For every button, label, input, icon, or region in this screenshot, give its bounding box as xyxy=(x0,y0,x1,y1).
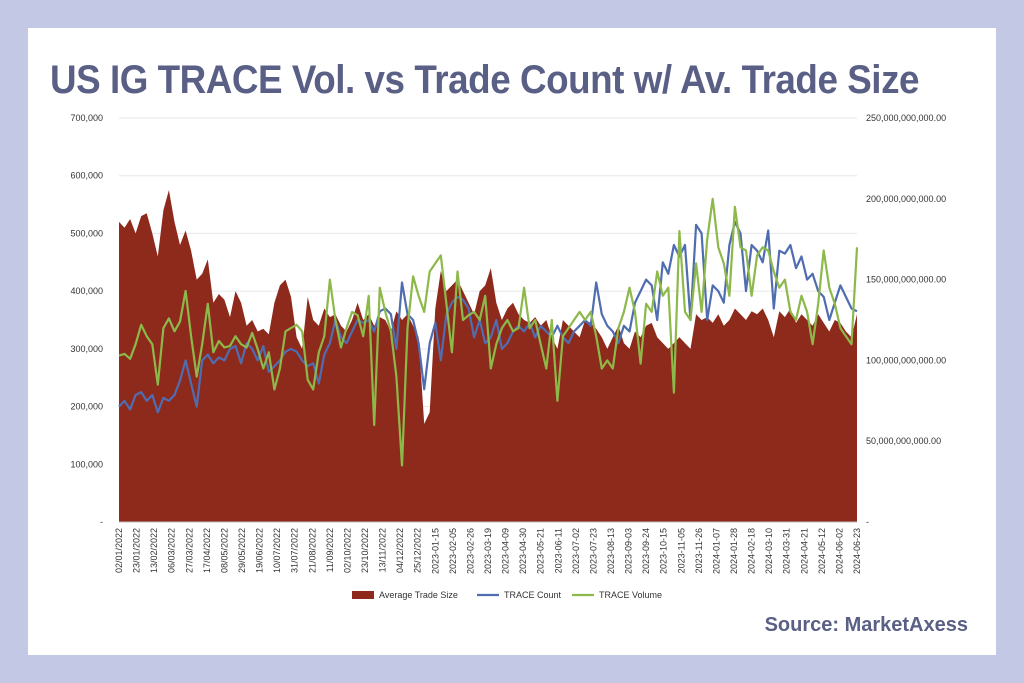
x-axis-tick-label: 23/10/2022 xyxy=(360,528,370,573)
x-axis-tick-label: 02/01/2022 xyxy=(114,528,124,573)
chart-title: US IG TRACE Vol. vs Trade Count w/ Av. T… xyxy=(50,58,920,102)
x-axis-tick-label: 2023-03-19 xyxy=(483,528,493,574)
x-axis-tick-label: 2023-10-15 xyxy=(659,528,669,574)
right-axis-tick-label: 200,000,000,000.00 xyxy=(866,194,946,204)
x-axis-tick-label: 27/03/2022 xyxy=(184,528,194,573)
x-axis-tick-label: 08/05/2022 xyxy=(219,528,229,573)
x-axis-tick-label: 06/03/2022 xyxy=(167,528,177,573)
x-axis-tick-label: 2023-11-26 xyxy=(694,528,704,573)
right-axis-tick-label: 50,000,000,000.00 xyxy=(866,436,941,446)
x-axis-tick-label: 2023-09-03 xyxy=(624,528,634,574)
left-axis-tick-label: 300,000 xyxy=(70,344,103,354)
x-axis-tick-label: 2023-11-05 xyxy=(676,528,686,573)
x-axis-tick-label: 2024-01-07 xyxy=(711,528,721,574)
x-axis-tick-label: 31/07/2022 xyxy=(290,528,300,573)
right-axis-tick-label: 100,000,000,000.00 xyxy=(866,355,946,365)
x-axis-tick-label: 2023-07-23 xyxy=(588,528,598,574)
x-axis-tick-label: 2023-02-05 xyxy=(448,528,458,574)
left-axis-tick-label: 100,000 xyxy=(70,459,103,469)
x-axis-tick-label: 11/09/2022 xyxy=(325,528,335,572)
x-axis-tick-label: 17/04/2022 xyxy=(202,528,212,573)
legend-swatch xyxy=(352,591,374,599)
x-axis-tick-label: 13/02/2022 xyxy=(149,528,159,573)
x-axis-tick-label: 2023-04-09 xyxy=(501,528,511,574)
x-axis-tick-label: 2024-03-31 xyxy=(782,528,792,574)
legend-label: TRACE Count xyxy=(504,590,562,600)
left-axis-tick-label: 200,000 xyxy=(70,402,103,412)
x-axis-tick-label: 25/12/2022 xyxy=(413,528,423,573)
x-axis-tick-label: 2023-09-24 xyxy=(641,528,651,574)
left-axis-tick-label: 600,000 xyxy=(70,171,103,181)
legend-label: TRACE Volume xyxy=(599,590,662,600)
x-axis-tick-label: 2024-06-02 xyxy=(834,528,844,574)
x-axis-tick-label: 23/01/2022 xyxy=(132,528,142,573)
x-axis-tick-label: 2024-04-21 xyxy=(799,528,809,574)
x-axis-tick-label: 2024-02-18 xyxy=(747,528,757,574)
x-axis-tick-label: 2024-01-28 xyxy=(729,528,739,574)
x-axis-tick-label: 2024-03-10 xyxy=(764,528,774,574)
x-axis-tick-label: 02/10/2022 xyxy=(342,528,352,573)
series-area-average-trade-size xyxy=(119,190,857,522)
x-axis-tick-label: 2023-06-11 xyxy=(553,528,563,573)
x-axis-tick-label: 2023-08-13 xyxy=(606,528,616,574)
right-axis-tick-label: 250,000,000,000.00 xyxy=(866,113,946,123)
source-label: Source: MarketAxess xyxy=(764,614,968,636)
x-axis-tick-label: 13/11/2022 xyxy=(378,528,388,572)
left-axis-tick-label: - xyxy=(100,517,103,527)
x-axis-tick-label: 2023-07-02 xyxy=(571,528,581,574)
left-axis-tick-label: 400,000 xyxy=(70,286,103,296)
left-axis-tick-label: 700,000 xyxy=(70,113,103,123)
legend-label: Average Trade Size xyxy=(379,590,458,600)
x-axis-tick-label: 2023-01-15 xyxy=(430,528,440,574)
x-axis-tick-label: 29/05/2022 xyxy=(237,528,247,573)
x-axis-tick-label: 2023-02-26 xyxy=(465,528,475,574)
x-axis-tick-label: 2023-04-30 xyxy=(518,528,528,574)
x-axis-tick-label: 2024-05-12 xyxy=(817,528,827,574)
x-axis-tick-label: 2024-06-23 xyxy=(852,528,862,574)
right-axis-tick-label: 150,000,000,000.00 xyxy=(866,275,946,285)
right-axis-tick-label: - xyxy=(866,517,869,527)
x-axis-tick-label: 19/06/2022 xyxy=(255,528,265,573)
x-axis-tick-label: 04/12/2022 xyxy=(395,528,405,573)
series-line-trace-volume xyxy=(118,197,859,467)
left-axis-tick-label: 500,000 xyxy=(70,228,103,238)
x-axis-tick-label: 10/07/2022 xyxy=(272,528,282,573)
x-axis-tick-label: 21/08/2022 xyxy=(307,528,317,573)
x-axis-tick-label: 2023-05-21 xyxy=(536,528,546,574)
